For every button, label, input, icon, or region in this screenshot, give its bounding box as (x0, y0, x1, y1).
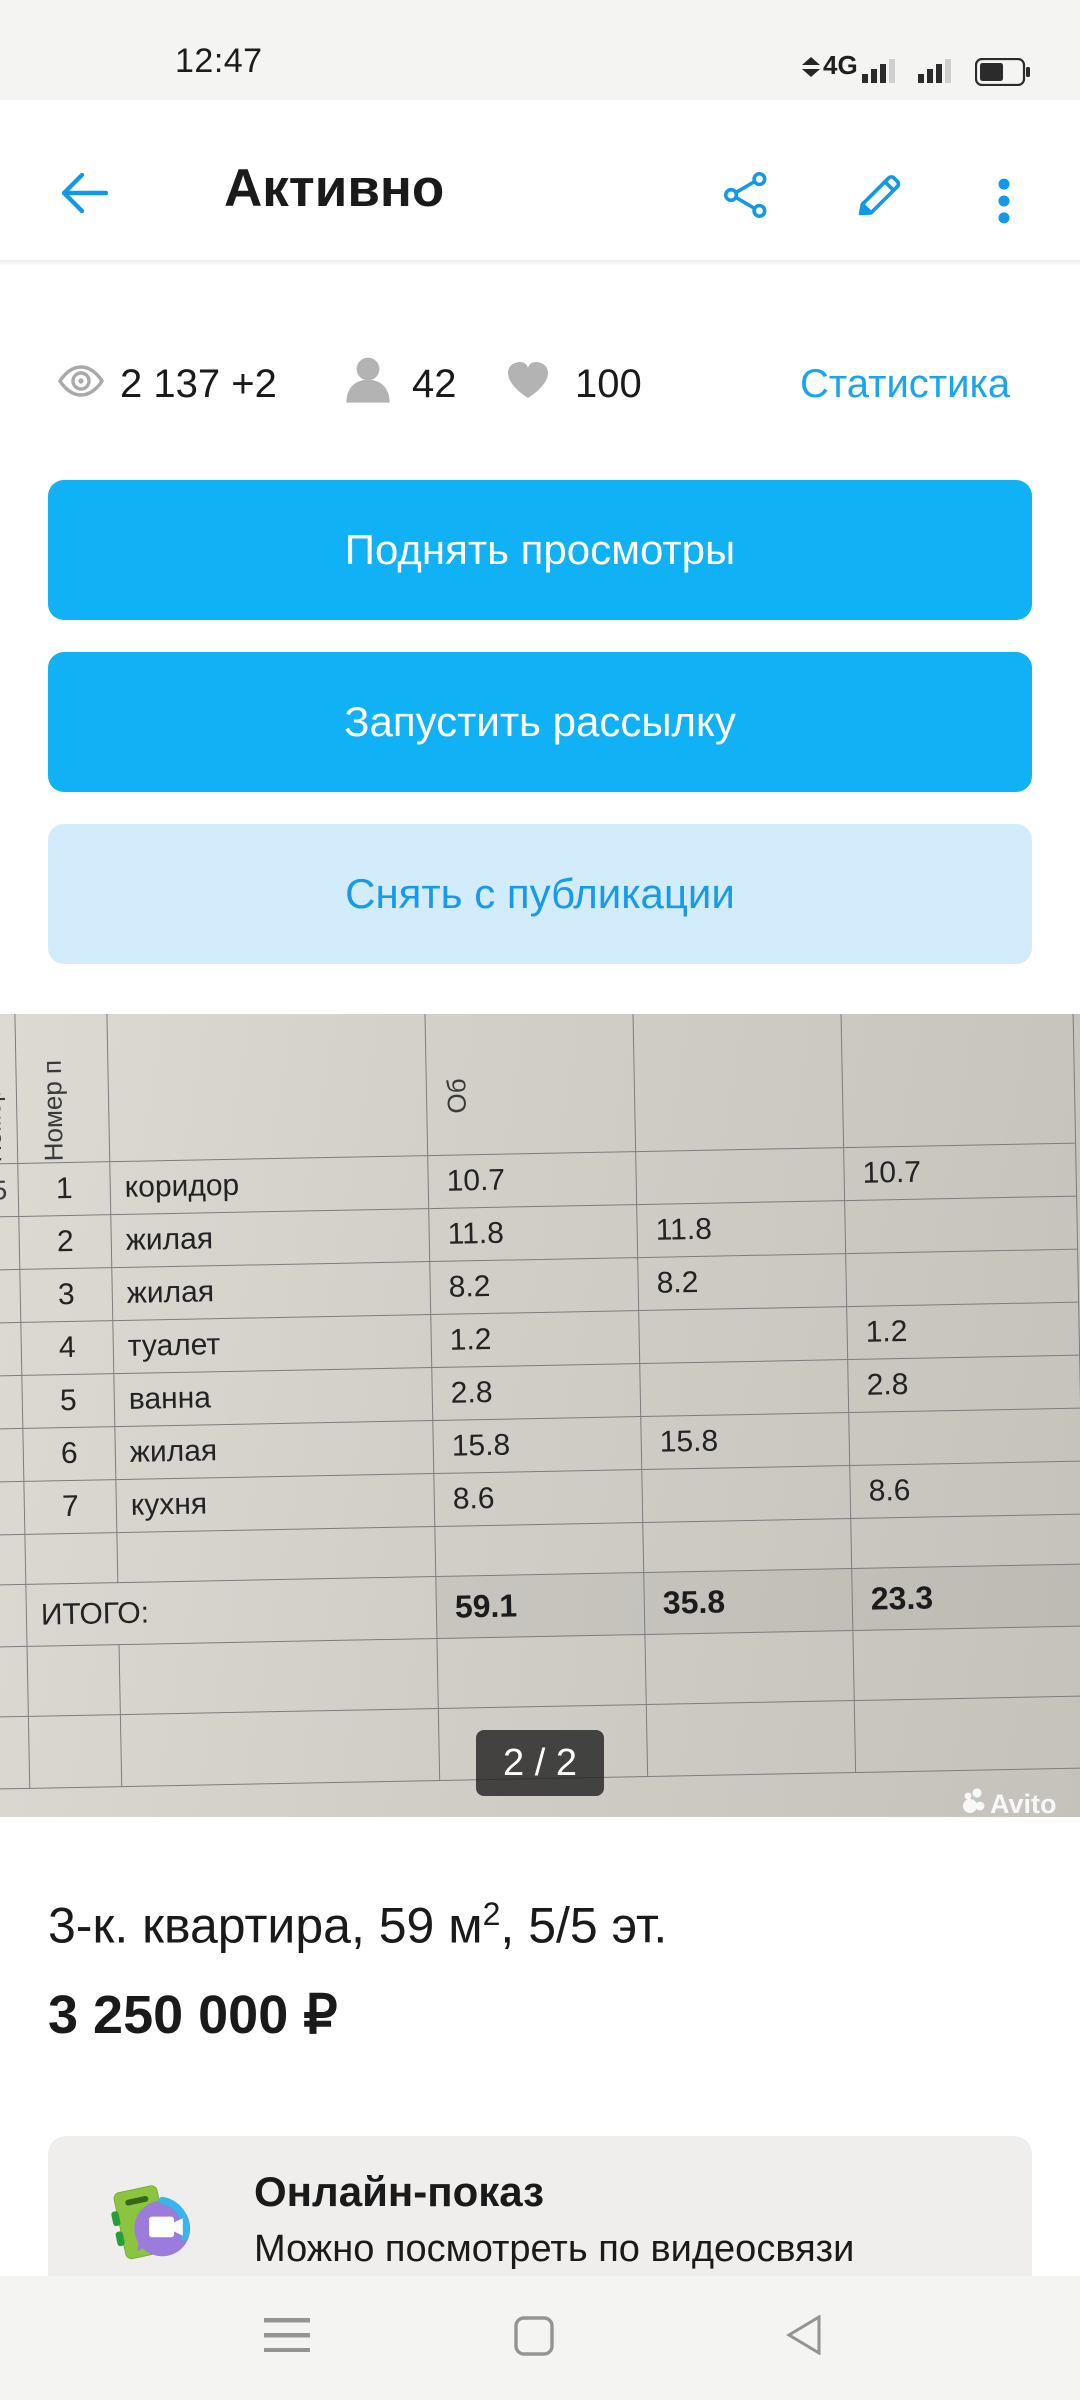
svg-text:Avito: Avito (990, 1789, 1057, 1817)
